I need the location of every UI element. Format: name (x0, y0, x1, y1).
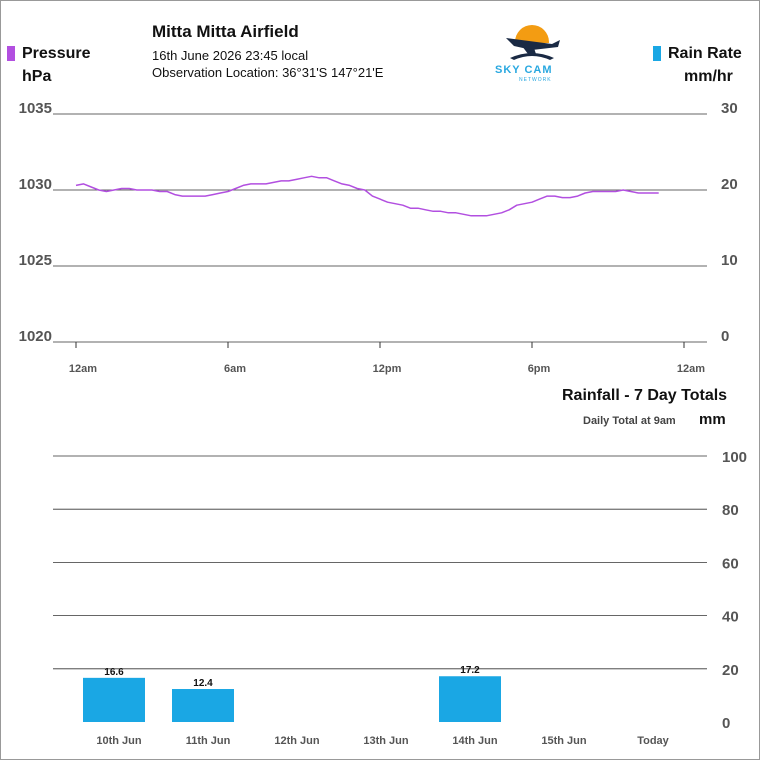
rainfall-bar-value: 12.4 (193, 678, 213, 689)
rainfall-day-label: 12th Jun (274, 735, 320, 747)
rainfall-unit: mm (699, 411, 726, 428)
rainfall-tick-label: 0 (722, 715, 730, 732)
time-tick-label: 12pm (373, 363, 402, 375)
sky-cam-logo: SKY CAM NETWORK (492, 20, 576, 84)
rainfall-day-label: 15th Jun (541, 735, 587, 747)
logo-subtext: NETWORK (519, 77, 552, 83)
rainfall-bar-value: 16.6 (104, 667, 124, 678)
logo-text: SKY CAM (495, 64, 553, 76)
airplane-sunset-icon (506, 25, 560, 61)
time-tick-label: 6am (224, 363, 246, 375)
pressure-unit-label: hPa (22, 68, 52, 85)
time-tick-label: 12am (677, 363, 705, 375)
station-title: Mitta Mitta Airfield (152, 22, 299, 41)
pressure-legend-swatch (7, 46, 15, 61)
rainfall-day-label: Today (637, 735, 669, 747)
pressure-tick-label: 1025 (19, 252, 52, 269)
rainfall-day-label: 11th Jun (186, 735, 231, 747)
observation-datetime: 16th June 2026 23:45 local (152, 48, 309, 63)
rainfall-bar (83, 677, 145, 722)
rainfall-day-label: 13th Jun (363, 735, 409, 747)
rainfall-tick-label: 60 (722, 555, 739, 572)
time-tick-label: 6pm (528, 363, 551, 375)
time-tick-label: 12am (69, 363, 97, 375)
pressure-tick-label: 1035 (19, 100, 52, 117)
rainfall-bar-value: 17.2 (460, 665, 480, 676)
rainfall-bar (172, 689, 234, 722)
rain-rate-tick-label: 20 (721, 176, 738, 193)
rainfall-tick-label: 20 (722, 662, 739, 679)
rainfall-tick-label: 100 (722, 449, 747, 466)
pressure-tick-label: 1030 (19, 176, 52, 193)
rain-rate-unit-label: mm/hr (684, 68, 733, 85)
rainfall-note: Daily Total at 9am (583, 415, 676, 427)
observation-location: Observation Location: 36°31'S 147°21'E (152, 65, 384, 80)
rainfall-day-label: 10th Jun (96, 735, 142, 747)
rain-rate-tick-label: 10 (721, 252, 738, 269)
rain-rate-tick-label: 0 (721, 328, 729, 345)
rain-rate-legend-swatch (653, 46, 661, 61)
rain-rate-tick-label: 30 (721, 100, 738, 117)
pressure-legend-label: Pressure (22, 45, 91, 62)
pressure-line (75, 175, 659, 217)
pressure-tick-label: 1020 (19, 328, 52, 345)
rainfall-tick-label: 80 (722, 502, 739, 519)
rainfall-bar (439, 676, 501, 722)
rainfall-day-label: 14th Jun (452, 735, 498, 747)
rainfall-tick-label: 40 (722, 609, 739, 626)
rain-rate-legend-label: Rain Rate (668, 45, 742, 62)
rainfall-title: Rainfall - 7 Day Totals (562, 387, 728, 404)
